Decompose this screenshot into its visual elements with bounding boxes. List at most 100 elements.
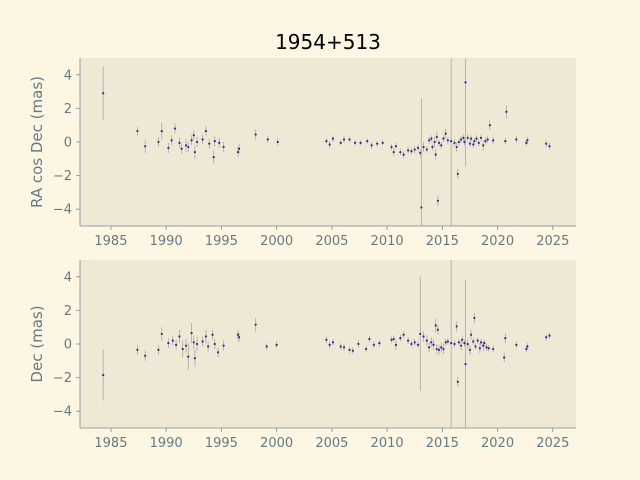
data-point [548, 334, 551, 337]
data-point [430, 341, 433, 344]
dec-panel: −4 −2 0 2 4 1985 1990 1995 2000 2005 2010 2015 2020 2… [28, 260, 576, 451]
data-point [515, 343, 518, 346]
data-point [515, 138, 518, 141]
data-point [485, 346, 488, 349]
data-point [192, 134, 195, 137]
data-point [505, 110, 508, 113]
data-point [187, 145, 190, 149]
data-point [466, 136, 469, 139]
data-point [410, 150, 413, 153]
data-point [422, 335, 425, 338]
data-point [473, 140, 476, 143]
data-point [216, 351, 220, 354]
data-point [195, 140, 199, 144]
data-point [178, 141, 181, 144]
data-point [213, 140, 216, 143]
x-tick-label: 2020 [481, 234, 514, 249]
data-point [460, 344, 463, 347]
data-point [440, 144, 443, 147]
x-tick-label: 1985 [94, 234, 127, 249]
data-point [187, 355, 190, 358]
x-tick-label: 2025 [536, 234, 569, 249]
data-point [195, 342, 199, 346]
data-point [462, 136, 465, 139]
data-point [450, 342, 453, 345]
data-point [213, 342, 216, 346]
data-point [545, 336, 548, 339]
x-tick-label: 2025 [536, 436, 569, 451]
data-point [357, 342, 360, 346]
chart-title: 1954+513 [275, 30, 381, 54]
x-tick-label: 2005 [315, 234, 348, 249]
data-point [331, 137, 335, 140]
data-point [394, 343, 398, 346]
data-point [102, 373, 105, 377]
y-tick-label: 0 [64, 338, 72, 353]
x-tick-label: 2005 [315, 436, 348, 451]
data-point [394, 145, 398, 148]
data-point [160, 332, 163, 336]
data-point [173, 127, 177, 130]
data-point [413, 341, 416, 344]
data-point [181, 347, 184, 351]
data-point [442, 137, 445, 140]
data-point [402, 333, 405, 336]
data-point [431, 145, 434, 149]
data-point [275, 343, 278, 346]
data-points [102, 316, 551, 383]
data-point [545, 142, 548, 145]
data-point [222, 145, 225, 149]
data-point [236, 150, 240, 154]
data-point [218, 141, 221, 144]
data-point [325, 338, 328, 341]
data-point [475, 137, 478, 140]
data-point [419, 151, 422, 155]
data-point [167, 342, 170, 345]
data-point [440, 346, 443, 349]
data-point [464, 81, 467, 84]
data-point [469, 137, 473, 140]
data-point [435, 347, 438, 351]
data-points [102, 81, 551, 209]
ra-panel: −4 −2 0 2 4 1985 1990 1995 2000 2005 2010 2015 2020 2… [28, 58, 576, 249]
data-point [157, 140, 160, 144]
data-point [190, 331, 193, 335]
data-point [184, 344, 188, 347]
data-point [157, 348, 160, 351]
data-point [444, 341, 447, 344]
x-tick-label: 2010 [371, 234, 404, 249]
data-point [366, 140, 369, 143]
data-point [484, 140, 487, 143]
data-point [180, 147, 183, 150]
data-point [474, 345, 477, 348]
data-point [435, 135, 438, 139]
plot-area [80, 260, 576, 428]
y-tick-label: 2 [64, 304, 72, 319]
data-point [526, 345, 529, 348]
data-point [212, 156, 215, 159]
data-point [410, 342, 413, 346]
data-point [190, 139, 193, 142]
data-point [436, 199, 440, 202]
y-axis-label: RA cos Dec (mas) [28, 76, 46, 208]
data-point [399, 150, 402, 154]
data-point [525, 347, 528, 351]
data-point [460, 138, 463, 141]
y-tick-label: 4 [64, 68, 72, 83]
y-tick-label: −4 [53, 405, 72, 420]
data-point [479, 341, 483, 344]
data-point [376, 142, 379, 145]
data-point [342, 346, 346, 349]
data-point [178, 335, 181, 338]
data-point [184, 144, 188, 147]
data-point [170, 139, 173, 142]
data-point [427, 139, 431, 142]
data-point [348, 348, 351, 351]
x-tick-label: 1995 [205, 234, 238, 249]
data-point [254, 323, 257, 326]
data-point [237, 336, 241, 339]
y-tick-label: 4 [64, 270, 72, 285]
data-point [416, 343, 420, 346]
